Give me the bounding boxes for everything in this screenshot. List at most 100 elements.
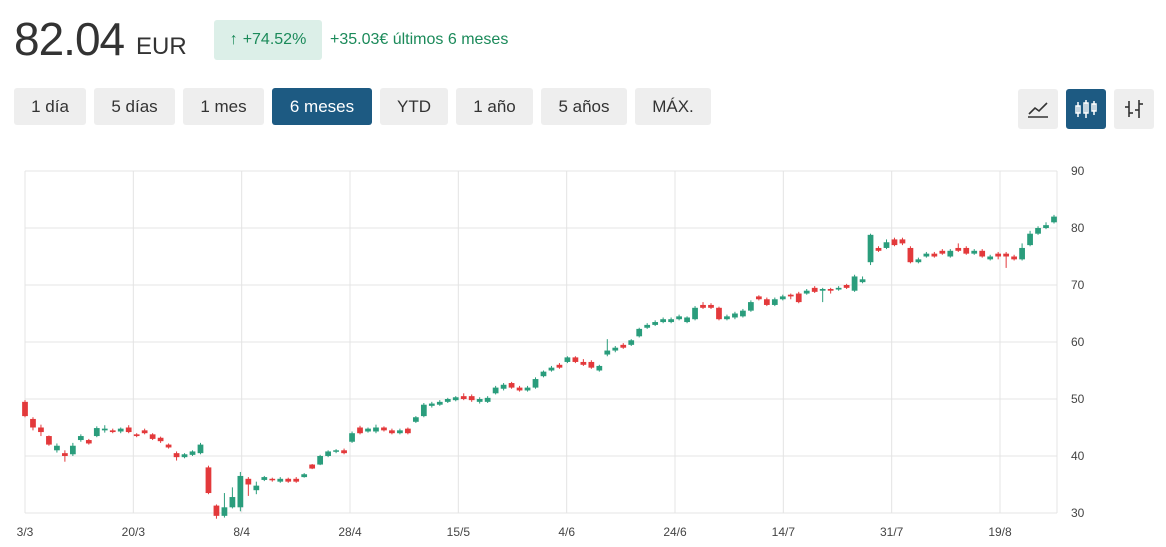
candle-body — [628, 340, 635, 345]
candle-body — [444, 399, 451, 402]
candle-body — [317, 456, 324, 465]
x-tick-label: 24/6 — [663, 525, 687, 539]
candle-body — [149, 434, 156, 439]
candle-body — [644, 324, 651, 328]
candle-body — [365, 428, 371, 432]
candle-body — [1019, 247, 1025, 260]
candle-body — [883, 242, 890, 248]
candle-body — [484, 397, 491, 402]
candle-body — [763, 299, 770, 305]
candle-body — [397, 430, 403, 434]
x-tick-label: 8/4 — [233, 525, 250, 539]
candle-body — [867, 234, 874, 263]
x-tick-label: 20/3 — [122, 525, 146, 539]
candle-body — [109, 430, 116, 433]
candle-body — [460, 396, 467, 399]
y-tick-label: 40 — [1071, 449, 1085, 463]
candle-body — [692, 307, 698, 320]
candle-body — [476, 399, 483, 402]
candle-body — [221, 507, 228, 516]
candle-body — [843, 285, 850, 288]
candle-body — [716, 307, 722, 320]
candle-body — [652, 322, 659, 325]
range-ytd-button[interactable]: YTD — [380, 88, 448, 125]
range-5-dias-button[interactable]: 5 días — [94, 88, 175, 125]
change-percent-badge: ↑ +74.52% — [214, 20, 322, 60]
candle-body — [971, 250, 978, 254]
candle-body — [436, 401, 443, 405]
candle-body — [245, 478, 252, 485]
candle-body — [213, 505, 220, 516]
ohlc-chart-button[interactable] — [1114, 89, 1154, 129]
current-price: 82.04 — [14, 13, 125, 65]
x-tick-label: 15/5 — [447, 525, 471, 539]
candle-body — [117, 428, 124, 432]
candle-body — [748, 302, 754, 311]
candle-body — [389, 430, 395, 434]
candle-body — [676, 316, 682, 320]
candle-body — [532, 379, 539, 388]
candle-body — [612, 347, 619, 351]
candle-body — [181, 454, 188, 458]
range-5-anos-button[interactable]: 5 años — [541, 88, 627, 125]
candle-body — [963, 247, 970, 254]
candle-body — [548, 367, 555, 371]
x-tick-label: 4/6 — [558, 525, 575, 539]
candle-body — [125, 427, 132, 433]
candle-body — [987, 256, 994, 260]
range-6-meses-button[interactable]: 6 meses — [272, 88, 372, 125]
candle-body — [508, 383, 515, 388]
candle-body — [492, 387, 499, 394]
candle-body — [827, 288, 834, 291]
candle-body — [516, 387, 523, 391]
candle-body — [333, 450, 339, 452]
candlestick-chart-button[interactable] — [1066, 89, 1106, 129]
x-tick-label: 31/7 — [880, 525, 904, 539]
candle-body — [309, 464, 316, 469]
change-percent: +74.52% — [242, 31, 307, 48]
currency-label: EUR — [136, 33, 187, 60]
candle-body — [851, 276, 858, 291]
candle-body — [205, 467, 212, 494]
candle-body — [819, 288, 826, 291]
candle-body — [724, 316, 730, 320]
range-1-mes-button[interactable]: 1 mes — [183, 88, 264, 125]
candle-body — [636, 328, 643, 337]
candle-body — [197, 444, 204, 454]
candle-body — [875, 247, 882, 251]
range-max-button[interactable]: MÁX. — [635, 88, 711, 125]
candle-body — [891, 239, 898, 246]
candle-body — [995, 253, 1002, 257]
candle-body — [939, 250, 946, 254]
range-1-ano-button[interactable]: 1 año — [456, 88, 533, 125]
line-chart-button[interactable] — [1018, 89, 1058, 129]
range-1-dia-button[interactable]: 1 día — [14, 88, 86, 125]
candle-body — [1043, 225, 1049, 228]
candle-body — [540, 371, 547, 377]
candle-body — [293, 478, 300, 482]
candle-body — [779, 296, 786, 300]
candle-body — [588, 361, 595, 368]
candle-body — [452, 397, 459, 401]
candle-body — [253, 485, 260, 491]
ohlc-bars-icon — [1125, 100, 1143, 118]
candle-body — [301, 474, 308, 478]
candle-body — [325, 451, 331, 456]
candle-body — [572, 357, 579, 362]
candle-body — [1011, 256, 1017, 260]
x-tick-label: 28/4 — [338, 525, 362, 539]
candle-body — [1035, 228, 1041, 234]
candle-body — [620, 344, 627, 348]
candle-body — [795, 293, 802, 303]
candle-body — [285, 478, 292, 482]
candle-body — [604, 350, 611, 355]
candle-body — [524, 387, 531, 391]
candle-body — [373, 427, 379, 432]
candle-body — [38, 427, 44, 433]
candle-body — [708, 304, 714, 308]
candlestick-icon — [1075, 100, 1097, 118]
y-tick-label: 50 — [1071, 392, 1085, 406]
candle-body — [133, 434, 140, 437]
candle-body — [468, 396, 475, 401]
x-tick-label: 14/7 — [772, 525, 796, 539]
